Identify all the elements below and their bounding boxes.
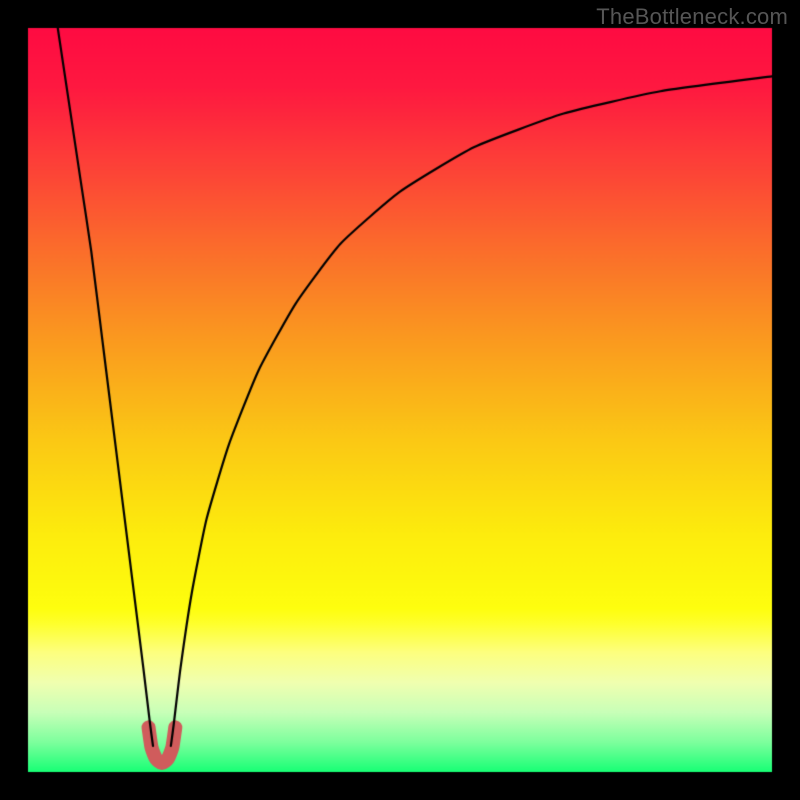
bottleneck-curve-chart [0,0,800,800]
watermark-text: TheBottleneck.com [596,4,788,30]
chart-stage: TheBottleneck.com [0,0,800,800]
